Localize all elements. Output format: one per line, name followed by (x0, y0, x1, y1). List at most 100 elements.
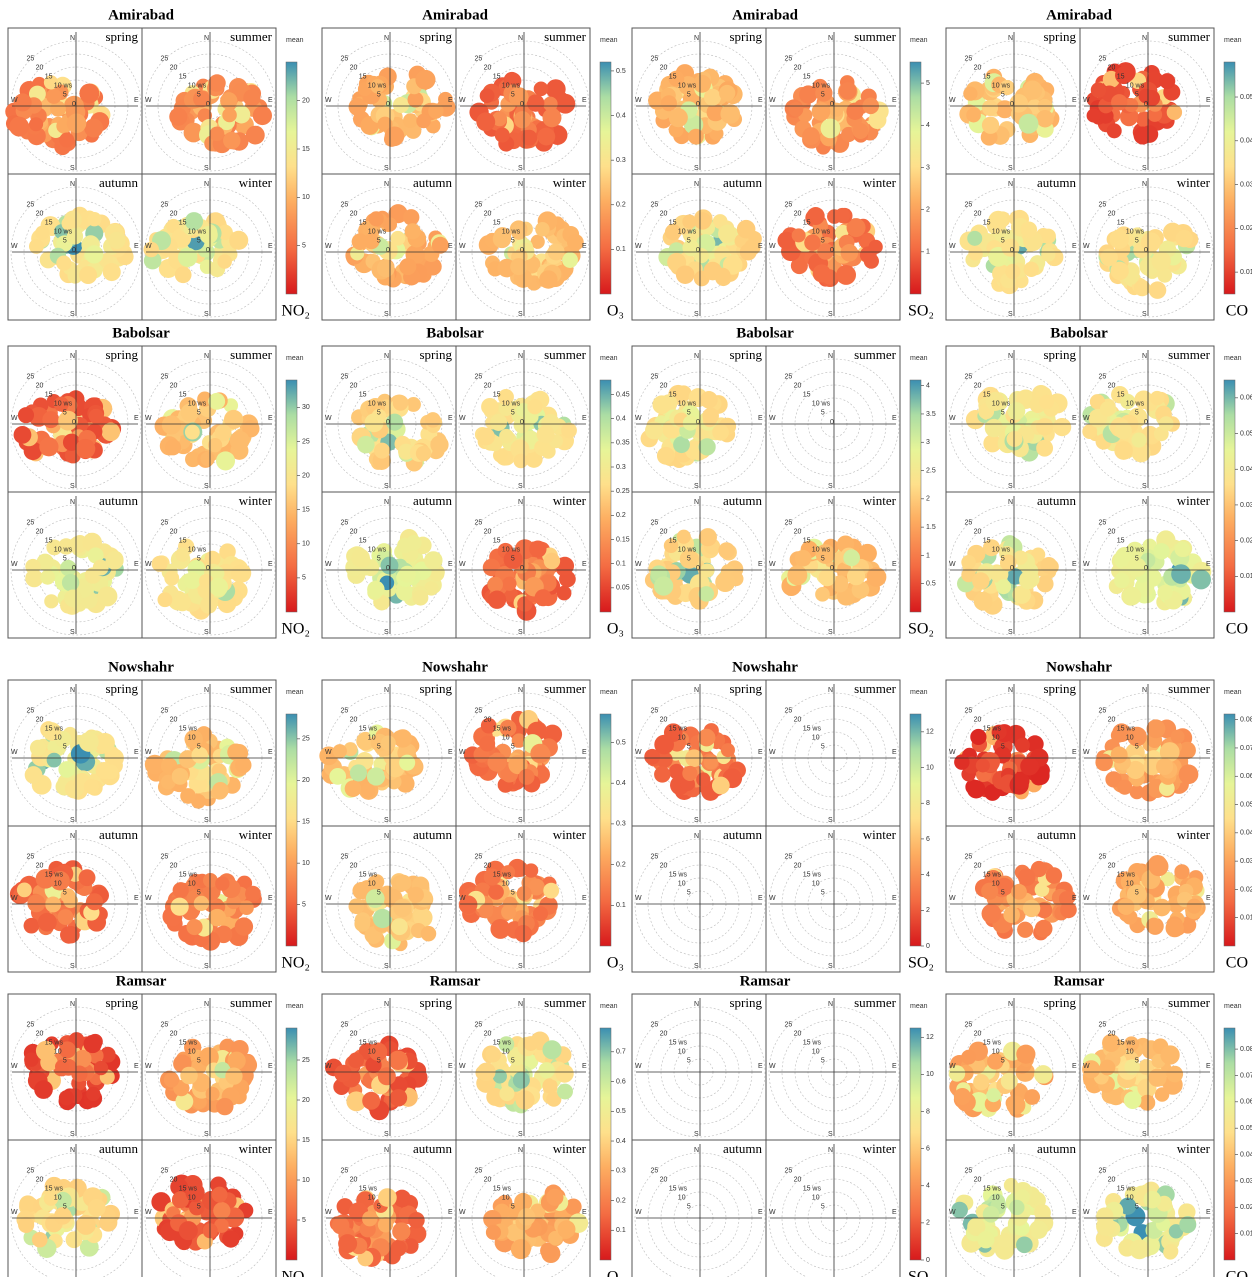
pollution-blob (523, 1036, 539, 1051)
pollution-blob (357, 435, 375, 454)
pollution-blob (82, 532, 102, 553)
compass-label: S (828, 629, 833, 636)
pollution-blob (973, 591, 993, 611)
pollution-blob (95, 733, 115, 753)
colorbar-tick-label: 0.04 (1240, 138, 1252, 145)
pollution-blob (522, 255, 541, 274)
season-label: winter (553, 827, 587, 842)
compass-label: W (769, 243, 776, 250)
pollution-blob (1140, 125, 1159, 143)
pollution-blob (39, 437, 59, 457)
ring-label: 0 (520, 565, 524, 572)
pollution-blob (1096, 1207, 1114, 1225)
pollution-blob (839, 82, 857, 100)
panel-title: Amirabad (1046, 7, 1112, 23)
ring-label: 25 (475, 373, 483, 380)
pollution-blob (376, 259, 395, 278)
colorbar-tick-label: 10 (926, 764, 934, 771)
colorbar (909, 713, 922, 947)
ring-label: 0 (1144, 247, 1148, 254)
ring-label: 10 (812, 735, 820, 742)
ring-label: 20 (1108, 64, 1116, 71)
pollution-blob (180, 1066, 198, 1085)
ring-label: 25 (27, 707, 35, 714)
pollution-blob (499, 428, 514, 444)
colorbar-title: mean (1224, 1003, 1242, 1010)
pollution-blob (365, 889, 385, 908)
pollution-blob (675, 265, 695, 284)
colorbar-tick-label: 15 (302, 1137, 310, 1144)
compass-label: E (582, 895, 587, 902)
colorbar-tick-label: 0.5 (616, 739, 626, 746)
ring-label: 10 (54, 735, 62, 742)
compass-label: N (1008, 181, 1013, 188)
compass-label: W (459, 895, 466, 902)
ring-label: 15 (45, 392, 53, 399)
pollution-blob (395, 583, 414, 601)
colorbar-title: mean (1224, 355, 1242, 362)
compass-label: E (892, 243, 897, 250)
season-label: summer (544, 681, 587, 696)
pollution-blob (481, 397, 499, 416)
ring-label: 0 (830, 419, 834, 426)
compass-label: E (1206, 415, 1211, 422)
pollution-blob (811, 102, 831, 121)
colorbar-tick-label: 0.35 (616, 440, 630, 447)
compass-label: N (70, 35, 75, 42)
ring-label: 15 ws (493, 872, 512, 879)
ring-label: 25 (475, 55, 483, 62)
pollution-blob (476, 112, 496, 132)
pollution-blob (46, 539, 63, 556)
compass-label: S (1142, 817, 1147, 824)
compass-label: E (1206, 749, 1211, 756)
pollution-blob (1170, 729, 1185, 744)
ring-label: 15 ws (493, 1040, 512, 1047)
ring-label: 15 ws (803, 726, 822, 733)
pollution-blob (698, 438, 716, 456)
pollution-blob (211, 1186, 228, 1203)
ring-label: 10 ws (812, 547, 831, 554)
pollution-blob (1000, 1072, 1018, 1090)
colorbar-tick-label: 4 (926, 122, 930, 129)
ring-label: 15 (493, 74, 501, 81)
ring-label: 25 (785, 201, 793, 208)
pollution-blob (364, 413, 384, 433)
ring-label: 5 (377, 238, 381, 245)
pollution-blob (200, 596, 218, 614)
ring-label: 15 ws (669, 1040, 688, 1047)
compass-label: N (70, 687, 75, 694)
colorbar (1223, 1027, 1236, 1261)
pollution-blob (217, 254, 232, 269)
pollution-blob (1006, 430, 1023, 447)
compass-label: W (459, 1209, 466, 1216)
ring-label: 25 (341, 853, 349, 860)
season-label: spring (1044, 347, 1077, 362)
season-label: winter (863, 827, 897, 842)
ring-label: 15 ws (179, 872, 198, 879)
ring-label: 20 (170, 862, 178, 869)
colorbar-tick-label: 0.1 (616, 246, 626, 253)
pollution-blob (557, 1220, 576, 1239)
ring-label: 10 ws (188, 547, 207, 554)
colorbar-title: mean (910, 355, 928, 362)
pollution-blob (199, 225, 218, 245)
colorbar-tick-label: 0.3 (616, 464, 626, 471)
ring-label: 5 (1135, 1058, 1139, 1065)
compass-label: N (384, 181, 389, 188)
ring-label: 20 (36, 528, 44, 535)
ring-label: 25 (785, 55, 793, 62)
pollution-blob (93, 1060, 109, 1076)
colorbar (909, 1027, 922, 1261)
compass-label: E (448, 97, 453, 104)
pollution-blob (370, 79, 385, 94)
colorbar-tick-label: 0.3 (616, 1168, 626, 1175)
pollution-blob (981, 99, 999, 117)
pollution-blob (404, 223, 421, 240)
colorbar-title: mean (1224, 37, 1242, 44)
pollution-blob (208, 908, 226, 927)
ring-label: 25 (965, 853, 973, 860)
pollution-blob (407, 91, 424, 108)
